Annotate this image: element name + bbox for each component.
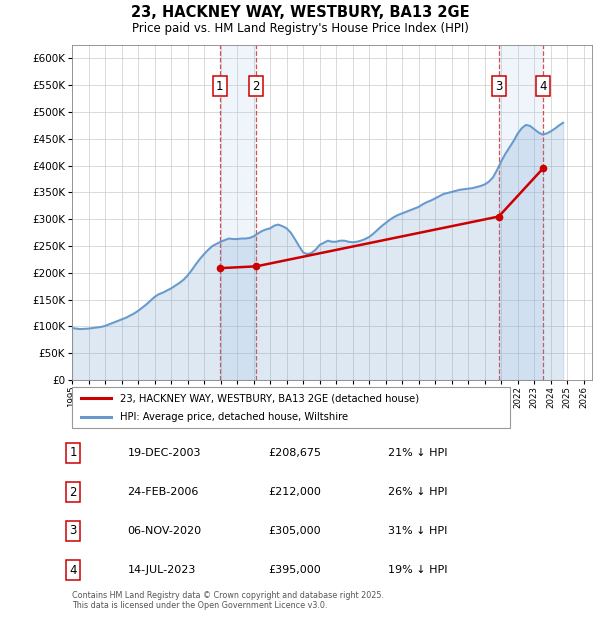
FancyBboxPatch shape	[72, 387, 510, 428]
Text: 3: 3	[70, 525, 77, 538]
Text: Contains HM Land Registry data © Crown copyright and database right 2025.
This d: Contains HM Land Registry data © Crown c…	[72, 591, 384, 610]
Text: 19-DEC-2003: 19-DEC-2003	[128, 448, 201, 458]
Text: 1: 1	[69, 446, 77, 459]
Text: 2: 2	[69, 485, 77, 498]
Text: 2: 2	[253, 80, 260, 93]
Text: 23, HACKNEY WAY, WESTBURY, BA13 2GE (detached house): 23, HACKNEY WAY, WESTBURY, BA13 2GE (det…	[120, 393, 419, 403]
Text: £208,675: £208,675	[268, 448, 321, 458]
Text: Price paid vs. HM Land Registry's House Price Index (HPI): Price paid vs. HM Land Registry's House …	[131, 22, 469, 35]
Text: HPI: Average price, detached house, Wiltshire: HPI: Average price, detached house, Wilt…	[120, 412, 349, 422]
Bar	[499, 45, 543, 380]
Text: £395,000: £395,000	[268, 565, 321, 575]
Text: 31% ↓ HPI: 31% ↓ HPI	[388, 526, 447, 536]
Text: 23, HACKNEY WAY, WESTBURY, BA13 2GE: 23, HACKNEY WAY, WESTBURY, BA13 2GE	[131, 5, 469, 20]
Text: £212,000: £212,000	[268, 487, 321, 497]
Text: £305,000: £305,000	[268, 526, 320, 536]
Text: 14-JUL-2023: 14-JUL-2023	[128, 565, 196, 575]
Text: 24-FEB-2006: 24-FEB-2006	[128, 487, 199, 497]
Text: 19% ↓ HPI: 19% ↓ HPI	[388, 565, 447, 575]
Text: 4: 4	[539, 80, 547, 93]
Text: 1: 1	[216, 80, 224, 93]
Text: 21% ↓ HPI: 21% ↓ HPI	[388, 448, 447, 458]
Text: 3: 3	[495, 80, 502, 93]
Text: 06-NOV-2020: 06-NOV-2020	[128, 526, 202, 536]
Text: 26% ↓ HPI: 26% ↓ HPI	[388, 487, 447, 497]
Bar	[220, 45, 256, 380]
Text: 4: 4	[69, 564, 77, 577]
